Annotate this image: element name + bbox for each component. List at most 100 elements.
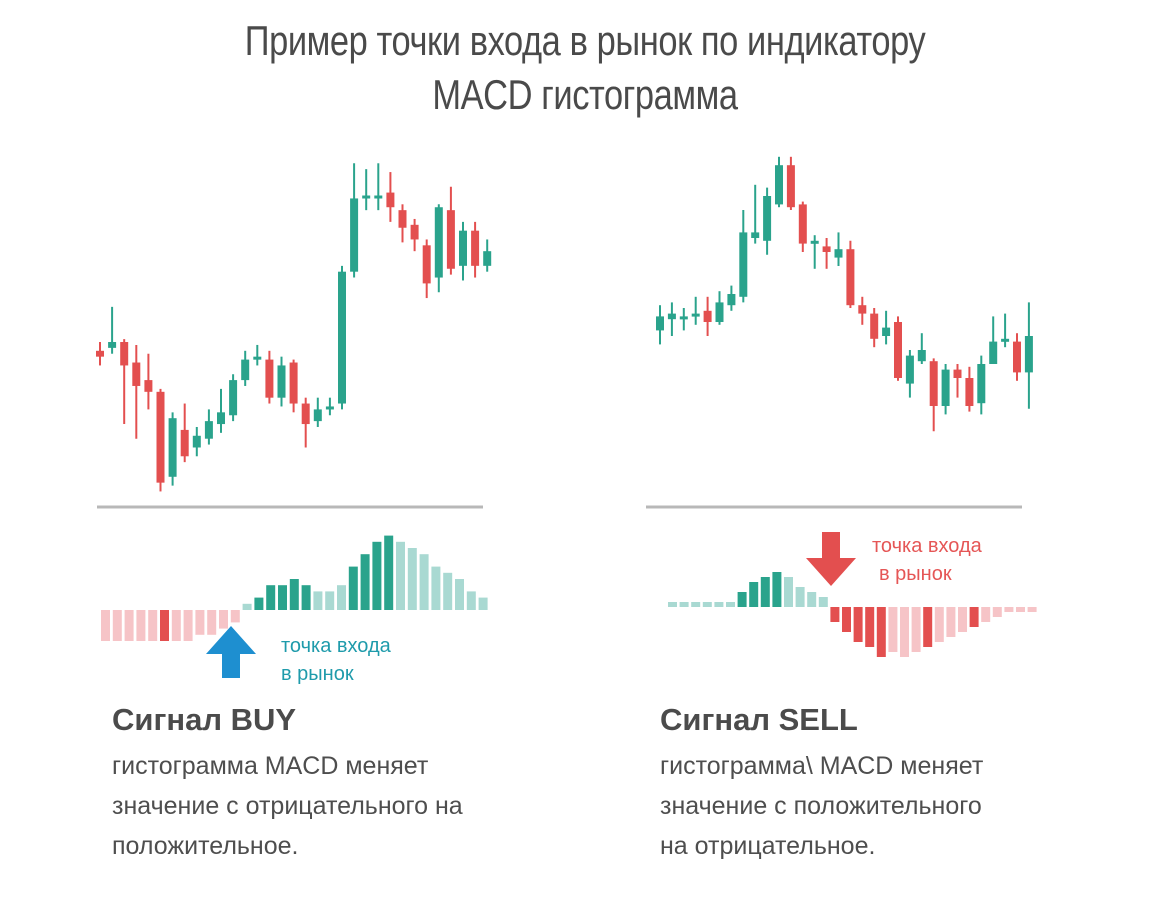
histogram-bar (737, 592, 747, 607)
candle (471, 221, 480, 278)
candle (192, 426, 201, 457)
candle-body (775, 165, 783, 205)
candle (1001, 313, 1010, 348)
histogram-bar (337, 585, 346, 610)
candle-body (253, 356, 262, 360)
histogram-bar (679, 602, 689, 607)
candle-body (241, 359, 250, 381)
candle (386, 172, 395, 222)
candle-body (905, 355, 914, 384)
histogram-bar (818, 597, 828, 607)
candle-body (410, 224, 419, 240)
histogram-bar (301, 585, 311, 610)
candle-body (313, 409, 322, 422)
histogram-bar (148, 610, 158, 641)
candle-body (108, 342, 117, 348)
histogram-bar (443, 572, 453, 610)
sell-signal-description: гистограмма\ MACD меняет значение с поло… (660, 746, 1120, 866)
histogram-bar (112, 610, 122, 641)
histogram-bar (749, 582, 759, 607)
candle (822, 238, 831, 269)
histogram-bar (992, 607, 1002, 617)
sell-candlestick-chart (656, 156, 1033, 432)
histogram-bar (668, 602, 677, 607)
histogram-bar (254, 597, 264, 610)
candle (156, 388, 165, 492)
candle (1013, 333, 1021, 381)
candle-body (656, 316, 664, 331)
candle-body (822, 246, 831, 252)
candle-body (301, 403, 310, 425)
candle (941, 364, 950, 415)
candle (929, 358, 938, 432)
candle-body (679, 316, 688, 320)
histogram-bar (1004, 607, 1014, 612)
candle-body (446, 210, 455, 269)
candle-body (422, 245, 431, 284)
sell-description-line: на отрицательное. (660, 832, 876, 860)
candle-body (715, 302, 724, 322)
candle (483, 239, 492, 272)
candle (870, 308, 879, 348)
histogram-bar (289, 579, 299, 610)
histogram-bar (934, 607, 944, 642)
candle-body (434, 207, 443, 278)
candle-body (277, 365, 286, 398)
buy-description-line: положительное. (112, 832, 299, 860)
candle-body (338, 271, 346, 404)
histogram-bar (876, 607, 886, 657)
histogram-bar (325, 591, 335, 610)
sell-entry-label: точка входа в рынок (872, 532, 982, 588)
histogram-bar (183, 610, 193, 641)
page-title: Пример точки входа в рынок по индикатору… (0, 14, 1170, 122)
candle-body (229, 380, 238, 416)
candle-body (96, 350, 104, 357)
candle (325, 397, 334, 416)
candle-body (217, 412, 225, 425)
histogram-bar (842, 607, 851, 632)
candle-body (471, 230, 480, 266)
candle (977, 355, 986, 415)
histogram-bar (466, 591, 476, 610)
buy-signal-title: Сигнал BUY (112, 702, 297, 737)
candle-body (917, 350, 926, 362)
candle-body (798, 204, 807, 244)
histogram-bar (278, 585, 287, 610)
candle-body (929, 361, 938, 406)
candle (168, 412, 177, 486)
candle-body (120, 342, 129, 366)
histogram-bar (195, 610, 205, 635)
title-line-2: MACD гистограмма (432, 71, 738, 118)
candle (727, 285, 736, 311)
candle-body (751, 232, 760, 238)
candle (120, 339, 129, 425)
candle (917, 333, 926, 364)
candle (656, 305, 664, 345)
candle (810, 235, 819, 269)
candle-body (727, 294, 736, 306)
histogram-bar (714, 602, 724, 607)
candle-body (265, 359, 274, 398)
buy-candlestick-chart (96, 163, 492, 492)
candle-body (192, 435, 201, 448)
candle-body (739, 232, 748, 297)
candle (739, 210, 748, 303)
candle (846, 240, 855, 308)
candle-body (810, 240, 819, 244)
histogram-bar (348, 566, 358, 610)
candle-body (846, 249, 855, 306)
candle-body (763, 196, 772, 241)
histogram-bar (124, 610, 134, 641)
candle (667, 302, 676, 336)
candle-body (398, 210, 407, 228)
candle (253, 344, 262, 366)
candle (965, 366, 974, 412)
candle-body (786, 165, 795, 208)
candle (775, 156, 783, 208)
candle-body (882, 327, 891, 336)
candle-body (386, 192, 395, 208)
candle (434, 204, 443, 293)
histogram-bar (384, 535, 394, 610)
candle-body (350, 198, 359, 272)
candle-body (180, 429, 189, 457)
